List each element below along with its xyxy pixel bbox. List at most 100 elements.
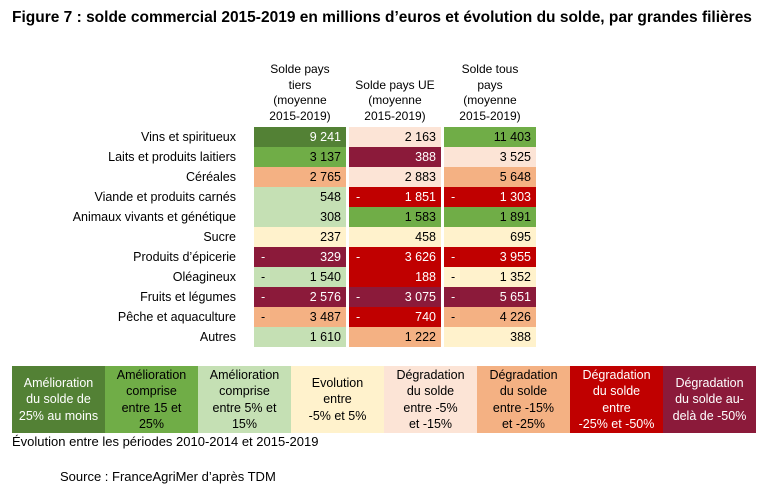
row-label: Vins et spiritueux (141, 130, 236, 144)
table-cell: 458 (349, 227, 441, 247)
cell-value: 308 (320, 210, 341, 224)
source-line: Source : FranceAgriMer d’après TDM (60, 469, 276, 484)
cell-value: 3 487 (309, 310, 341, 324)
cell-value: 2 883 (404, 170, 436, 184)
table-cell: - 2 576 (254, 287, 346, 307)
table-cell: 2 765 (254, 167, 346, 187)
table-cell: 3 525 (444, 147, 536, 167)
cell-sign: - (261, 250, 266, 264)
table-cell: 388 (444, 327, 536, 347)
cell-sign: - (451, 290, 456, 304)
table-cell: - 5 651 (444, 287, 536, 307)
cell-value: 3 137 (309, 150, 341, 164)
row-label: Pêche et aquaculture (117, 310, 236, 324)
cell-sign: - (356, 250, 361, 264)
legend-item: Evolution entre -5% et 5% (291, 366, 384, 433)
table-cell: - 1 540 (254, 267, 346, 287)
table-cell: 9 241 (254, 127, 346, 147)
cell-value: 1 222 (404, 330, 436, 344)
table-cell: - 3 626 (349, 247, 441, 267)
cell-value: 1 540 (309, 270, 341, 284)
table-cell: - 740 (349, 307, 441, 327)
table-cell: - 4 226 (444, 307, 536, 327)
table-cell: 388 (349, 147, 441, 167)
cell-sign: - (451, 250, 456, 264)
table-cell: 1 583 (349, 207, 441, 227)
cell-value: 2 576 (309, 290, 341, 304)
cell-sign: - (356, 290, 361, 304)
cell-value: 388 (510, 330, 531, 344)
cell-value: 1 891 (499, 210, 531, 224)
cell-value: 4 226 (499, 310, 531, 324)
column-header: Solde pays tiers (moyenne 2015-2019) (269, 62, 331, 123)
cell-value: 188 (415, 270, 436, 284)
cell-sign: - (356, 310, 361, 324)
cell-value: 548 (320, 190, 341, 204)
table-cell: - 3 075 (349, 287, 441, 307)
legend-item: Dégradation du solde entre -5% et -15% (384, 366, 477, 433)
cell-value: 3 075 (404, 290, 436, 304)
cell-value: 695 (510, 230, 531, 244)
cell-value: 1 303 (499, 190, 531, 204)
cell-value: 3 955 (499, 250, 531, 264)
row-label: Autres (199, 330, 236, 344)
table-cell: 308 (254, 207, 346, 227)
legend-item: Amélioration du solde de 25% au moins (12, 366, 105, 433)
table-cell: 695 (444, 227, 536, 247)
table-cell: - 3 955 (444, 247, 536, 267)
table-cell: - 1 303 (444, 187, 536, 207)
table-cell: - 1 851 (349, 187, 441, 207)
row-label: Fruits et légumes (140, 290, 236, 304)
cell-value: 1 583 (404, 210, 436, 224)
cell-sign: - (451, 190, 456, 204)
cell-value: 3 525 (499, 150, 531, 164)
legend-item: Dégradation du solde au- delà de -50% (663, 366, 756, 433)
column-header: Solde tous pays (moyenne 2015-2019) (459, 62, 521, 123)
cell-value: 2 765 (309, 170, 341, 184)
cell-value: 1 610 (309, 330, 341, 344)
cell-value: 1 352 (499, 270, 531, 284)
row-label: Oléagineux (172, 270, 236, 284)
table-cell: - 1 352 (444, 267, 536, 287)
table-cell: 1 891 (444, 207, 536, 227)
table-cell: 2 163 (349, 127, 441, 147)
table-cell: - 3 487 (254, 307, 346, 327)
cell-value: 5 648 (499, 170, 531, 184)
cell-sign: - (451, 310, 456, 324)
row-label: Sucre (203, 230, 236, 244)
cell-value: 237 (320, 230, 341, 244)
table-cell: 1 610 (254, 327, 346, 347)
evolution-note: Évolution entre les périodes 2010-2014 e… (12, 434, 319, 449)
cell-value: 458 (415, 230, 436, 244)
table-cell: - 329 (254, 247, 346, 267)
legend-item: Dégradation du solde entre -15% et -25% (477, 366, 570, 433)
row-label: Laits et produits laitiers (108, 150, 236, 164)
column-header: Solde pays UE (moyenne 2015-2019) (355, 77, 435, 123)
table-cell: 2 883 (349, 167, 441, 187)
table-cell: 3 137 (254, 147, 346, 167)
row-label: Produits d’épicerie (133, 250, 236, 264)
cell-sign: - (261, 310, 266, 324)
cell-sign: - (451, 270, 456, 284)
cell-sign: - (356, 190, 361, 204)
legend-item: Dégradation du solde entre -25% et -50% (570, 366, 663, 433)
cell-value: 9 241 (309, 130, 341, 144)
legend-item: Amélioration comprise entre 5% et 15% (198, 366, 291, 433)
table-cell: 11 403 (444, 127, 536, 147)
row-label: Viande et produits carnés (94, 190, 236, 204)
cell-value: 11 403 (493, 130, 531, 144)
row-label: Animaux vivants et génétique (72, 210, 236, 224)
cell-value: 5 651 (499, 290, 531, 304)
row-label: Céréales (185, 170, 236, 184)
table-cell: 188 (349, 267, 441, 287)
cell-value: 3 626 (404, 250, 436, 264)
cell-value: 2 163 (404, 130, 436, 144)
table-cell: 5 648 (444, 167, 536, 187)
cell-sign: - (261, 270, 266, 284)
cell-value: 740 (415, 310, 436, 324)
cell-value: 388 (415, 150, 436, 164)
cell-value: 329 (320, 250, 341, 264)
figure-title: Figure 7 : solde commercial 2015-2019 en… (12, 9, 752, 26)
cell-value: 1 851 (404, 190, 436, 204)
table-cell: 548 (254, 187, 346, 207)
